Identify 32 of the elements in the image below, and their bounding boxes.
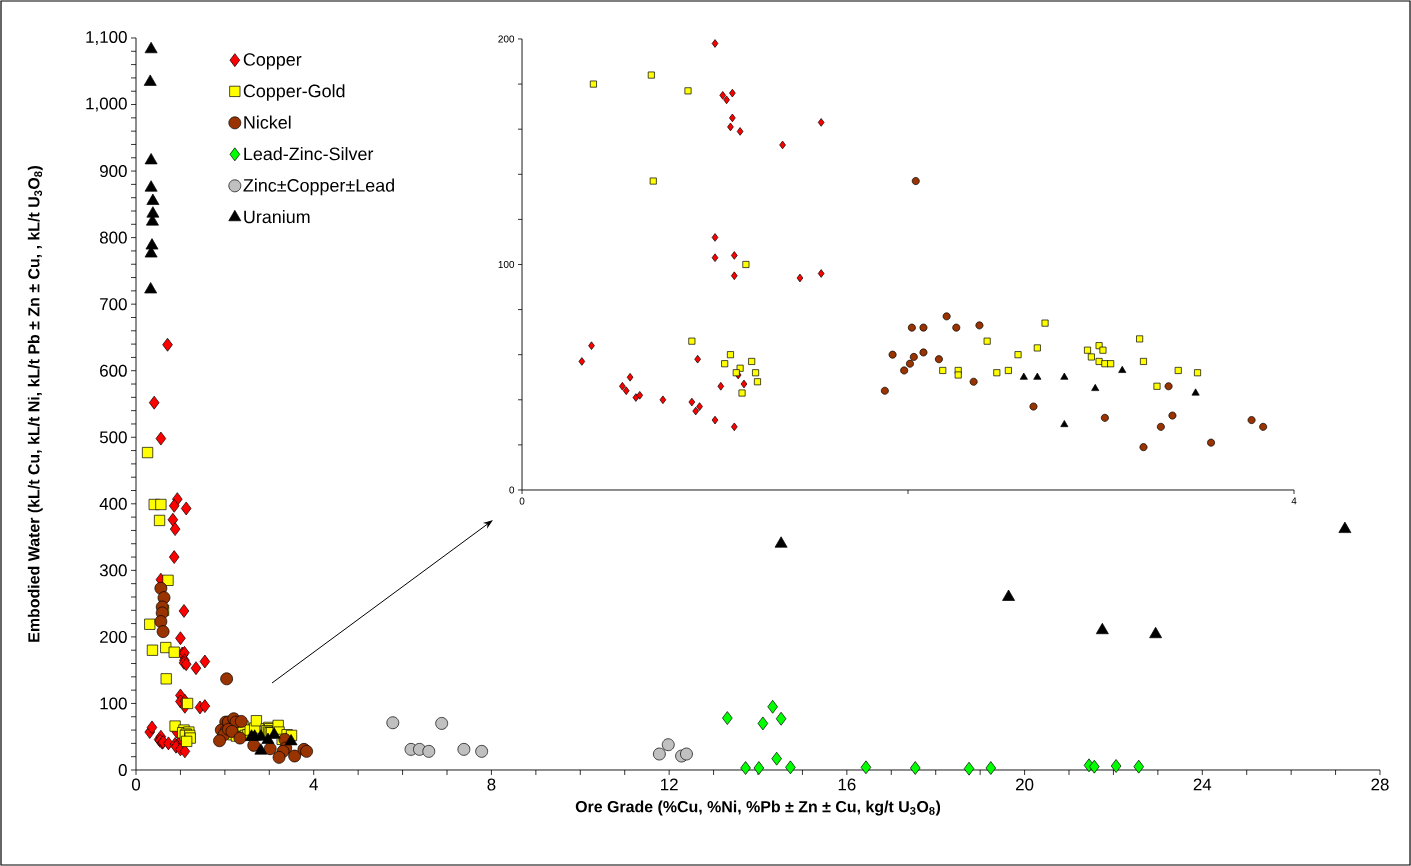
x-tick-label: 8 bbox=[487, 778, 496, 791]
y-tick-label: 400 bbox=[99, 497, 127, 510]
y-tick-label: 1,100 bbox=[86, 30, 127, 45]
y-tick-label: 200 bbox=[100, 630, 127, 643]
legend-label: Nickel bbox=[244, 115, 291, 129]
x-tick-label: 28 bbox=[1371, 778, 1389, 791]
x-tick-label: 12 bbox=[661, 778, 678, 791]
x-axis-title: Ore Grade (%Cu, %Ni, %Pb ± Zn ± Cu, kg/t U$_{3}$O$_{8}$) bbox=[575, 800, 941, 816]
y-tick-label: 100 bbox=[498, 260, 515, 269]
y-tick-label: 900 bbox=[100, 165, 127, 178]
y-axis-title: Embodied Water (kL/t Cu, kL/t Ni, kL/t Pb ± Zn ± Cu, , kL/t U$_{3}$O$_{8}$) bbox=[27, 166, 43, 642]
x-tick-label: 24 bbox=[1193, 778, 1212, 791]
y-tick-label: 800 bbox=[99, 231, 127, 244]
x-tick-label: 20 bbox=[1016, 778, 1034, 791]
y-tick-label: 500 bbox=[99, 431, 127, 444]
y-tick-label: 1,000 bbox=[86, 97, 127, 112]
legend-label: Copper bbox=[243, 53, 302, 70]
y-tick-label: 100 bbox=[100, 697, 127, 710]
x-tick-label: 0 bbox=[131, 778, 141, 791]
x-tick-label: 4 bbox=[309, 778, 318, 791]
y-tick-label: 200 bbox=[498, 35, 515, 43]
y-tick-label: 0 bbox=[118, 764, 127, 776]
legend-label: Copper-Gold bbox=[243, 84, 345, 101]
y-tick-label: 600 bbox=[100, 364, 127, 377]
y-tick-label: 300 bbox=[99, 564, 127, 577]
legend-label: Zinc±Copper±Lead bbox=[243, 178, 394, 196]
y-tick-label: 700 bbox=[100, 298, 127, 311]
legend-label: Uranium bbox=[244, 210, 310, 224]
x-tick-label: 16 bbox=[838, 778, 856, 791]
y-tick-label: 0 bbox=[509, 486, 515, 494]
x-tick-label: 4 bbox=[1291, 497, 1297, 505]
legend-label: Lead-Zinc-Silver bbox=[244, 147, 374, 161]
